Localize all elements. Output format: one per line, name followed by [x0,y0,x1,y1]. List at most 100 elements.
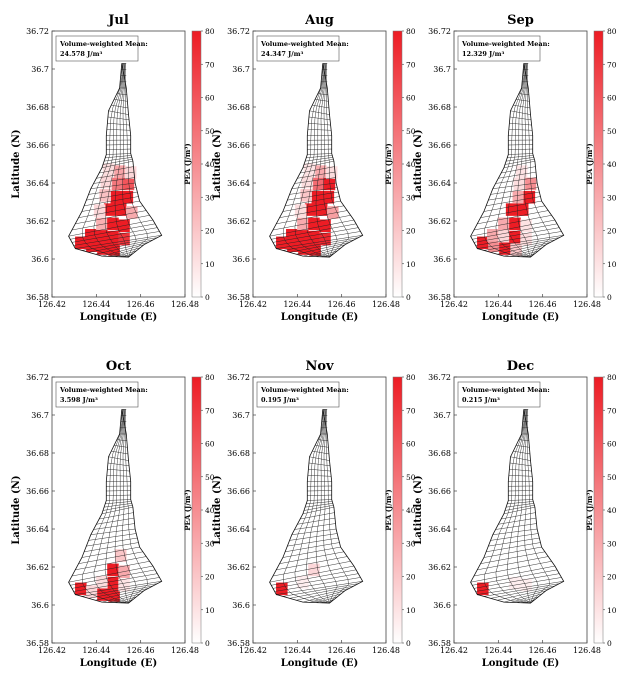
colorbar [392,30,403,298]
pea-cell [308,217,320,231]
y-tick-label: 36.66 [26,141,49,150]
colorbar-tick-label: 70 [406,406,416,415]
mesh-line [309,593,342,603]
mesh-line [71,215,150,231]
mesh-line [305,409,330,604]
mesh-line [483,583,560,597]
mesh-line [495,409,531,604]
colorbar-tick-label: 70 [406,60,416,69]
y-tick-label: 36.7 [433,411,451,420]
colorbar-tick-label: 80 [406,27,416,36]
mesh-line [276,556,348,571]
mean-label: Volume-weighted Mean: [461,40,550,48]
mesh-line [111,450,128,455]
colorbar-tick-label: 70 [205,60,215,69]
y-tick-label: 36.58 [227,293,250,302]
pea-cell [520,232,532,246]
y-tick-label: 36.62 [428,217,451,226]
colorbar-tick-label: 60 [205,440,215,449]
mesh-line [99,166,134,174]
colorbar-tick-label: 50 [205,473,215,482]
x-axis-label: Longitude (E) [482,658,560,669]
estuary-mesh [470,409,565,604]
mesh-line [480,551,545,564]
x-axis-ticks: 126.42 126.44 126.46 126.48 [239,640,400,655]
colorbar-tick-label: 20 [406,227,416,236]
mesh-line [81,546,140,558]
mesh-line [323,409,338,604]
mesh-line [483,237,560,251]
colorbar [593,30,604,298]
mesh-line [95,588,149,601]
mesh-line [294,177,336,184]
y-axis-label: Latitude (N) [413,129,424,198]
mesh-line [271,569,357,586]
mesh-line [104,409,129,604]
colorbar-tick-label: 30 [607,539,617,548]
y-tick-label: 36.72 [227,27,250,36]
mesh-line [305,157,333,162]
pea-cell [298,242,310,255]
y-tick-label: 36.68 [26,103,49,112]
y-tick-label: 36.6 [31,601,49,610]
mean-value: 12.329 J/m³ [462,50,504,58]
mesh-line [282,583,359,597]
colorbar-tick-label: 80 [607,27,617,36]
mesh-line [524,409,539,604]
pea-cell [308,230,320,244]
mesh-line [88,187,137,195]
pea-cell [107,563,119,577]
y-axis-ticks: 36.58 36.6 36.62 36.64 36.66 36.68 36.7 36.72 [26,27,55,302]
mean-box [457,381,541,408]
colorbar-tick-label: 50 [205,127,215,136]
y-tick-label: 36.7 [232,411,250,420]
colorbar-tick-label: 70 [205,406,215,415]
mesh-line [509,122,532,126]
mesh-line [105,501,132,505]
estuary-fill [269,409,363,604]
pea-cell [509,217,521,231]
mesh-line [95,242,149,255]
pea-cell [118,232,130,246]
pea-cell [309,243,321,256]
mesh-line [510,593,543,603]
pea-cell [505,203,518,216]
mesh-line [497,242,551,255]
y-tick-label: 36.62 [227,563,250,572]
y-tick-label: 36.58 [428,293,451,302]
mesh-line [315,99,329,102]
estuary-outline [68,409,163,604]
colorbar-tick-label: 60 [406,440,416,449]
mesh-line [472,223,558,240]
pea-cell [301,175,314,189]
y-tick-label: 36.7 [31,65,49,74]
mesh-line [506,503,534,508]
mesh-line [501,512,536,520]
panel-title: Nov [305,359,334,374]
mesh-line [73,231,160,246]
pea-cell [303,163,316,176]
mesh-line [323,63,338,258]
mesh-line [527,409,550,604]
mean-label: Volume-weighted Mean: [59,386,148,394]
colorbar-tick-label: 40 [406,160,416,169]
pea-cell [108,589,120,602]
mesh-line [307,153,332,155]
pea-cell [312,177,325,191]
mesh-line [283,63,330,258]
estuary-mesh [269,63,364,258]
colorbar-tick-label: 40 [607,160,617,169]
mesh-line [88,239,153,253]
mesh-line [107,462,130,467]
estuary-mesh [269,409,364,604]
mesh-line [106,499,131,501]
y-tick-label: 36.72 [227,373,250,382]
pea-cell [499,242,511,255]
x-tick-label: 126.42 [38,646,66,655]
mesh-line [114,63,129,258]
mesh-line [498,171,537,179]
mesh-line [84,542,139,553]
colorbar-tick-label: 10 [406,260,416,269]
mesh-line [106,494,131,496]
